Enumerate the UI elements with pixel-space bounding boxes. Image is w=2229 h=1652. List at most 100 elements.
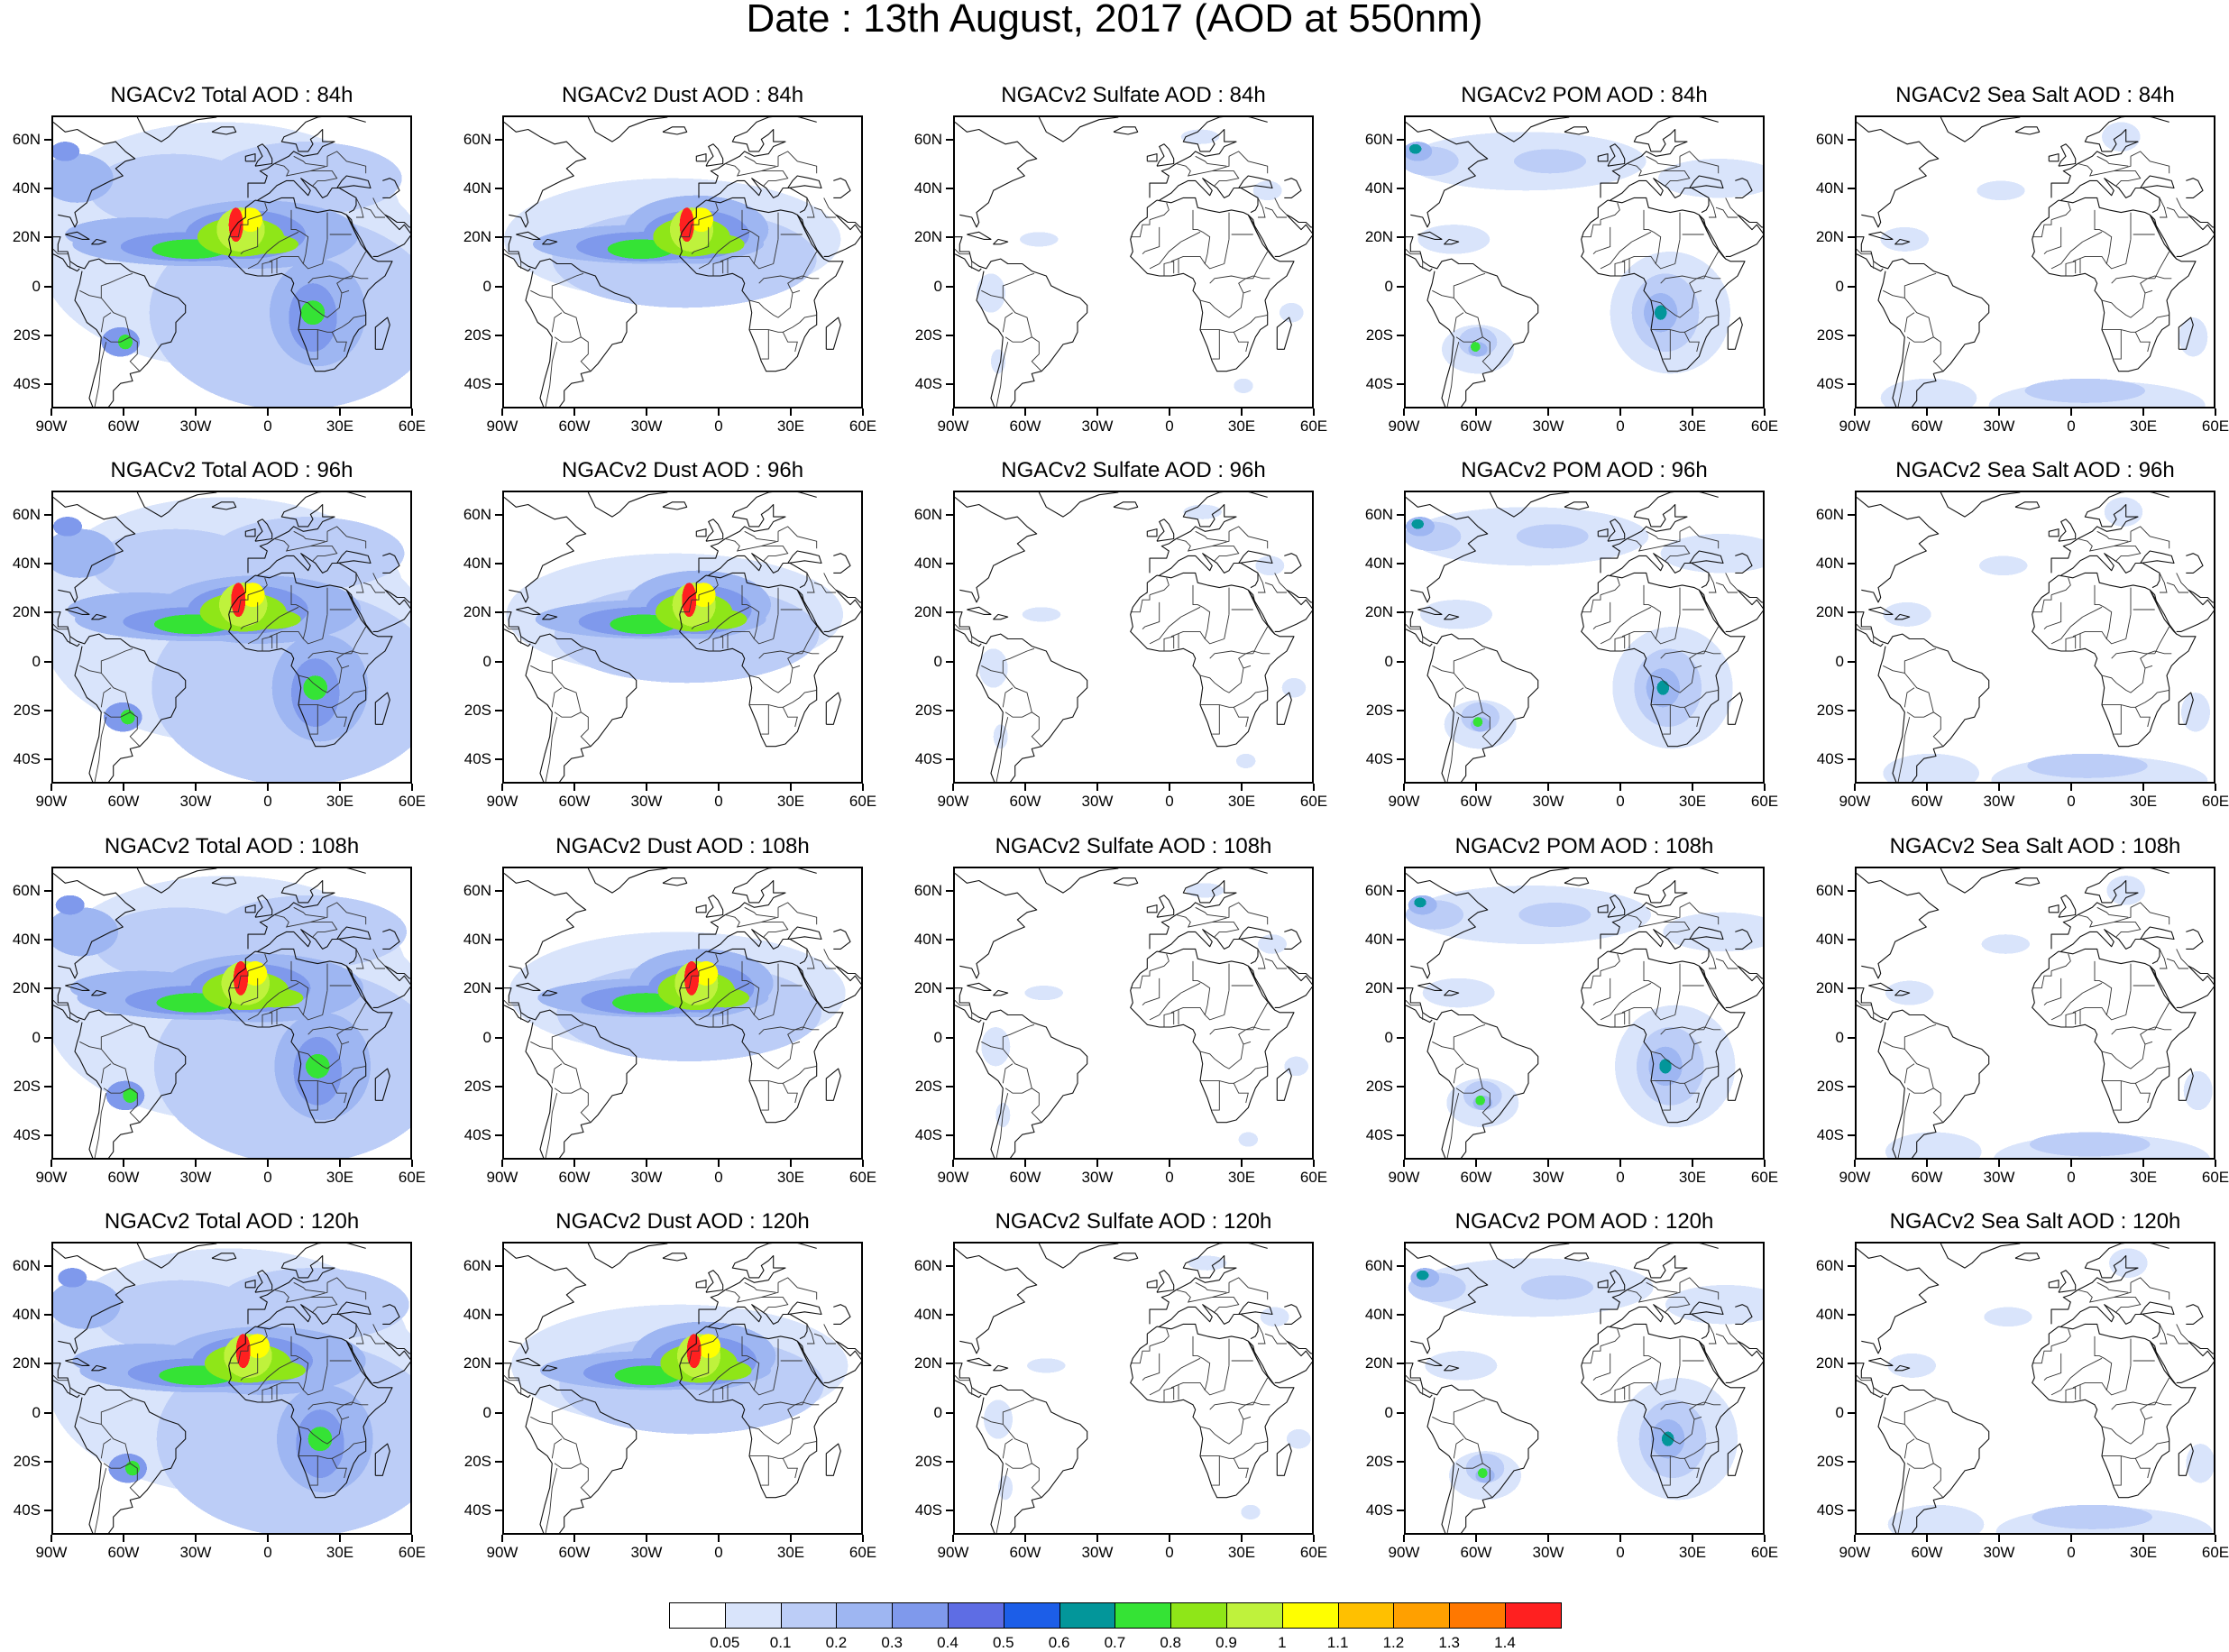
aod-field: [506, 553, 843, 684]
lon-tick: [1764, 408, 1766, 416]
lat-tick-label: 0: [933, 277, 942, 295]
lat-tick: [946, 285, 953, 288]
lon-tick-label: 30E: [1678, 793, 1707, 810]
aod-contour: [53, 153, 114, 203]
aod-contour: [2102, 122, 2141, 151]
lat-tick: [495, 139, 502, 142]
lon-tick: [1403, 1160, 1405, 1167]
lon-tick: [50, 1535, 52, 1542]
lat-tick-label: 40N: [913, 179, 942, 197]
panel-title: NGACv2 Dust AOD : 84h: [561, 83, 804, 107]
panel-title: NGACv2 Sulfate AOD : 120h: [995, 1209, 1272, 1234]
aod-contour: [1180, 129, 1220, 144]
lat-tick: [1848, 660, 1855, 663]
aod-contour: [53, 907, 118, 957]
lon-tick: [2070, 784, 2072, 791]
coastlines-and-borders: [1857, 492, 2214, 782]
lat-tick-label: 60N: [913, 882, 942, 900]
lon-tick-label: 60E: [1750, 793, 1779, 810]
aod-contour: [55, 895, 85, 915]
aod-contour: [2183, 1070, 2213, 1111]
colorbar-label: 0.9: [1215, 1634, 1237, 1651]
colorbar-label: 1.4: [1494, 1634, 1516, 1651]
lon-tick: [501, 784, 503, 791]
lon-tick-label: 30E: [776, 1544, 805, 1561]
lon-tick-label: 60W: [1911, 793, 1943, 810]
lat-tick-label: 60N: [913, 131, 942, 149]
lon-tick-label: 90W: [937, 418, 969, 435]
panel-title: NGACv2 Dust AOD : 120h: [555, 1209, 810, 1234]
lon-tick-label: 90W: [1839, 418, 1871, 435]
lat-tick-label: 60N: [463, 131, 491, 149]
lat-tick: [44, 757, 51, 760]
aod-contour: [2027, 753, 2148, 778]
lat-tick: [946, 1411, 953, 1414]
aod-contour: [1663, 912, 1763, 952]
lon-tick-label: 30E: [1227, 1544, 1256, 1561]
aod-contour: [1475, 1095, 1485, 1106]
map-panel-total-96h: [51, 491, 412, 784]
colorbar-swatch: [1337, 1602, 1395, 1629]
lon-tick-label: 60E: [398, 1544, 427, 1561]
lat-tick: [495, 660, 502, 663]
lon-tick: [411, 1535, 413, 1542]
lat-tick: [1397, 987, 1404, 990]
lat-tick-label: 0: [482, 277, 491, 295]
lon-tick-label: 90W: [1839, 793, 1871, 810]
panel-title: NGACv2 Sea Salt AOD : 84h: [1895, 83, 2175, 107]
aod-field: [984, 1255, 1311, 1519]
lat-tick-label: 0: [482, 652, 491, 670]
lon-tick: [862, 1160, 864, 1167]
lon-tick: [790, 1535, 792, 1542]
aod-contour: [1024, 986, 1063, 1001]
lat-tick-label: 60N: [463, 506, 491, 524]
lon-tick-label: 30W: [179, 418, 212, 435]
panel-title: NGACv2 Total AOD : 84h: [110, 83, 353, 107]
aod-contour: [231, 583, 246, 618]
lon-tick: [790, 1160, 792, 1167]
lon-tick-label: 60E: [2201, 793, 2229, 810]
map-panel-seasalt-120h: [1855, 1242, 2215, 1535]
lat-tick: [1848, 757, 1855, 760]
lon-tick-label: 0: [2067, 793, 2076, 810]
lon-tick: [1619, 408, 1621, 416]
lon-tick: [339, 784, 341, 791]
aod-contour: [1472, 717, 1483, 727]
map-panel-sulfate-96h: [953, 491, 1314, 784]
lat-tick: [1848, 939, 1855, 941]
lat-tick-label: 40N: [12, 555, 41, 573]
map-panel-total-108h: [51, 867, 412, 1160]
lon-tick: [411, 784, 413, 791]
lon-tick-label: 30W: [1532, 1544, 1564, 1561]
lat-tick: [44, 660, 51, 663]
coastlines-and-borders: [955, 868, 1312, 1158]
lon-tick: [1169, 408, 1170, 416]
lat-tick-label: 40N: [463, 179, 491, 197]
coastlines-and-borders: [1857, 1244, 2214, 1533]
lon-tick-label: 90W: [35, 1169, 68, 1186]
aod-contour: [58, 1268, 87, 1288]
lat-tick-label: 60N: [1364, 882, 1393, 900]
lon-tick-label: 30W: [630, 1544, 663, 1561]
aod-contour: [1241, 1504, 1261, 1519]
aod-contour: [53, 142, 80, 161]
lat-tick-label: 20S: [1816, 1452, 1844, 1470]
aod-contour: [216, 1268, 409, 1342]
colorbar-swatch: [1114, 1602, 1172, 1629]
lon-tick: [1024, 1160, 1026, 1167]
lat-tick: [946, 382, 953, 385]
lon-tick: [862, 408, 864, 416]
aod-contour: [1281, 677, 1307, 698]
colorbar-swatch: [1449, 1602, 1506, 1629]
lat-tick-label: 40S: [914, 1501, 942, 1519]
lon-tick-label: 60E: [1299, 1544, 1328, 1561]
aod-field: [53, 876, 410, 1158]
panel-title: NGACv2 Sea Salt AOD : 96h: [1895, 458, 2175, 482]
lat-tick: [1397, 709, 1404, 711]
lat-tick: [495, 1036, 502, 1039]
lat-tick-label: 60N: [1364, 131, 1393, 149]
lat-tick-label: 20S: [914, 1077, 942, 1095]
lat-tick: [1397, 611, 1404, 614]
lat-tick-label: 20S: [1365, 326, 1393, 344]
aod-contour: [977, 273, 1005, 313]
